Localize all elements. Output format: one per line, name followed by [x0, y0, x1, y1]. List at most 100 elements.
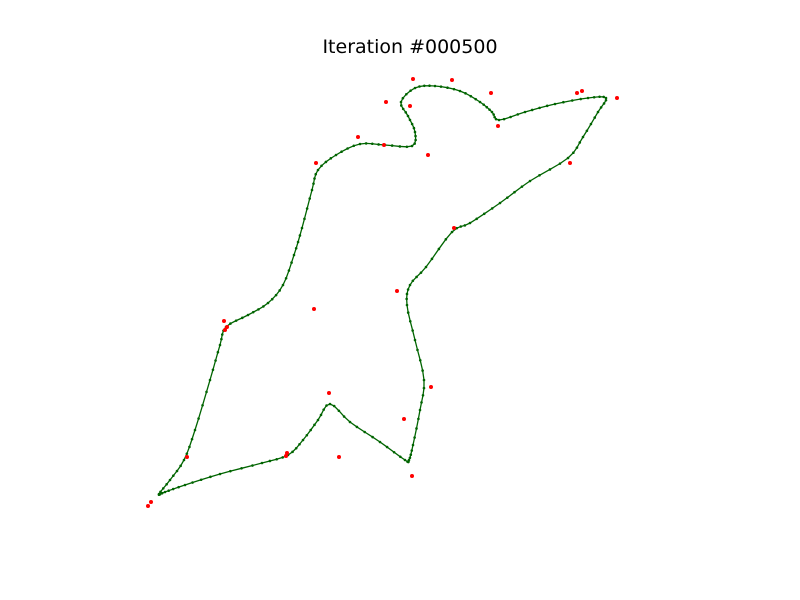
contour-marker — [216, 350, 220, 354]
red-point — [285, 451, 289, 455]
contour-marker — [201, 404, 204, 407]
red-point — [327, 391, 331, 395]
contour-marker — [308, 197, 312, 200]
contour-marker — [161, 487, 165, 490]
contour-marker — [490, 207, 494, 210]
contour-marker — [177, 485, 180, 489]
contour-marker — [371, 142, 374, 146]
contour-marker — [292, 253, 296, 257]
contour-marker — [452, 87, 456, 91]
contour-marker — [575, 146, 579, 149]
contour-marker — [586, 96, 590, 100]
contour-marker — [301, 438, 305, 442]
contour-marker — [558, 162, 562, 165]
contour-marker — [303, 217, 306, 221]
contour-marker — [305, 433, 309, 437]
contour-marker — [444, 238, 448, 241]
contour-marker — [296, 240, 300, 244]
contour-marker — [324, 160, 328, 164]
red-point — [402, 417, 406, 421]
contour-marker — [485, 105, 489, 109]
contour-marker — [530, 108, 534, 112]
contour-marker — [413, 436, 416, 439]
contour-marker — [458, 89, 462, 93]
red-point — [382, 143, 386, 147]
contour-marker — [413, 130, 417, 134]
contour-marker — [408, 319, 412, 323]
contour-marker — [325, 404, 328, 407]
contour-marker — [298, 442, 301, 446]
contour-marker — [182, 458, 186, 462]
contour-marker — [409, 453, 413, 456]
contour-marker — [405, 92, 408, 96]
contour-marker — [604, 96, 608, 100]
contour-marker — [416, 348, 419, 352]
contour-marker — [405, 297, 408, 301]
red-point — [222, 319, 226, 323]
contour-marker — [257, 308, 260, 311]
contour-marker — [165, 483, 168, 486]
red-point — [408, 104, 412, 108]
red-point — [384, 100, 388, 104]
red-point — [496, 124, 500, 128]
contour-marker — [251, 464, 254, 467]
contour-marker — [355, 425, 359, 429]
contour-marker — [209, 475, 212, 479]
contour-marker — [420, 401, 423, 404]
contour-marker — [191, 481, 194, 484]
red-point — [337, 455, 341, 459]
contour-marker — [421, 394, 425, 397]
red-point — [225, 325, 229, 329]
contour-marker — [251, 310, 255, 314]
contour-marker — [205, 390, 208, 394]
contour-marker — [572, 151, 575, 154]
contour-marker — [274, 293, 278, 297]
red-point — [450, 78, 454, 82]
contour-marker — [409, 89, 412, 92]
contour-marker — [520, 185, 524, 188]
contour-marker — [490, 110, 494, 114]
contour-marker — [411, 443, 415, 447]
contour-marker — [411, 279, 415, 283]
contour-marker — [294, 247, 298, 250]
contour-marker — [598, 95, 601, 99]
contour-marker — [604, 98, 608, 102]
contour-marker — [399, 104, 403, 107]
contour-marker — [492, 113, 495, 116]
contour-marker — [260, 461, 264, 465]
red-point — [575, 91, 579, 95]
contour-marker — [246, 313, 250, 317]
contour-marker — [408, 118, 412, 122]
contour-marker — [294, 446, 298, 450]
contour-marker — [421, 369, 424, 372]
contour-marker — [342, 415, 346, 418]
contour-marker — [585, 129, 589, 133]
contour-marker — [284, 276, 288, 280]
contour-marker — [455, 226, 459, 230]
contour-marker — [502, 117, 506, 121]
contour-marker — [516, 113, 520, 116]
contour-marker — [390, 144, 394, 147]
contour-marker — [220, 333, 224, 336]
contour-marker — [513, 190, 516, 194]
contour-marker — [348, 420, 352, 424]
contour-marker — [316, 168, 320, 172]
contour-marker — [578, 141, 582, 144]
contour-marker — [478, 100, 482, 104]
contour-marker — [322, 408, 325, 411]
contour-marker — [418, 408, 422, 412]
contour-marker — [281, 283, 285, 287]
red-point — [149, 500, 153, 504]
contour-marker — [229, 469, 232, 473]
contour-marker — [399, 455, 402, 459]
contour-marker — [493, 115, 496, 119]
contour-marker — [172, 474, 175, 477]
contour-marker — [305, 207, 309, 210]
red-point — [615, 96, 619, 100]
contour-marker — [175, 469, 179, 473]
contour-marker — [439, 85, 443, 88]
contour-marker — [406, 288, 410, 291]
contour-marker — [171, 487, 175, 491]
contour-marker — [413, 338, 417, 342]
contour-marker — [482, 103, 485, 106]
